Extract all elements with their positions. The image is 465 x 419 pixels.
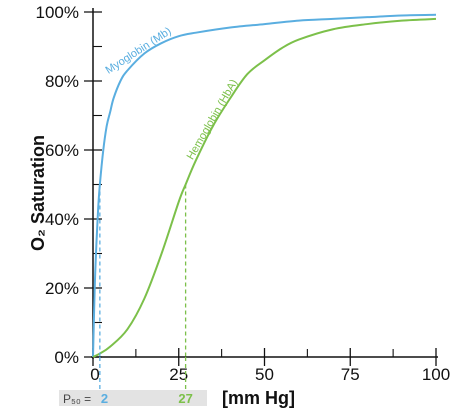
y-tick-label: 60% bbox=[45, 141, 79, 160]
x-tick-label: 25 bbox=[169, 365, 188, 384]
x-tick-label: 0 bbox=[90, 365, 99, 384]
y-tick-label: 100% bbox=[36, 3, 79, 22]
curves-layer bbox=[92, 13, 437, 358]
y-tick-label: 80% bbox=[45, 72, 79, 91]
x-tick-label: 75 bbox=[341, 365, 360, 384]
hemoglobin-label: Hemoglobin (HbA) bbox=[185, 77, 241, 161]
p50-value-myoglobin: 2 bbox=[101, 391, 108, 406]
myoglobin-label: Myoglobin (Mb) bbox=[104, 25, 174, 76]
y-axis-title: O₂ Saturation bbox=[28, 135, 48, 251]
hemoglobin-curve bbox=[92, 17, 437, 358]
y-tick-label: 40% bbox=[45, 210, 79, 229]
x-axis-unit-label: [mm Hg] bbox=[222, 388, 295, 408]
y-tick-label: 0% bbox=[54, 348, 79, 367]
p50-background bbox=[59, 390, 207, 406]
p50-label: P₅₀ = bbox=[63, 392, 91, 406]
y-tick-label: 20% bbox=[45, 279, 79, 298]
myoglobin-curve bbox=[92, 13, 437, 358]
p50-value-hemoglobin: 27 bbox=[178, 391, 192, 406]
axes-layer: 0% 20% 40% 60% 80% 100% 0 25 50 75 100 bbox=[36, 3, 451, 384]
annotation-layer: Myoglobin (Mb)Hemoglobin (HbA) P₅₀ = 2 27 [m… bbox=[59, 25, 295, 408]
x-tick-label: 100 bbox=[422, 365, 450, 384]
x-tick-label: 50 bbox=[255, 365, 274, 384]
